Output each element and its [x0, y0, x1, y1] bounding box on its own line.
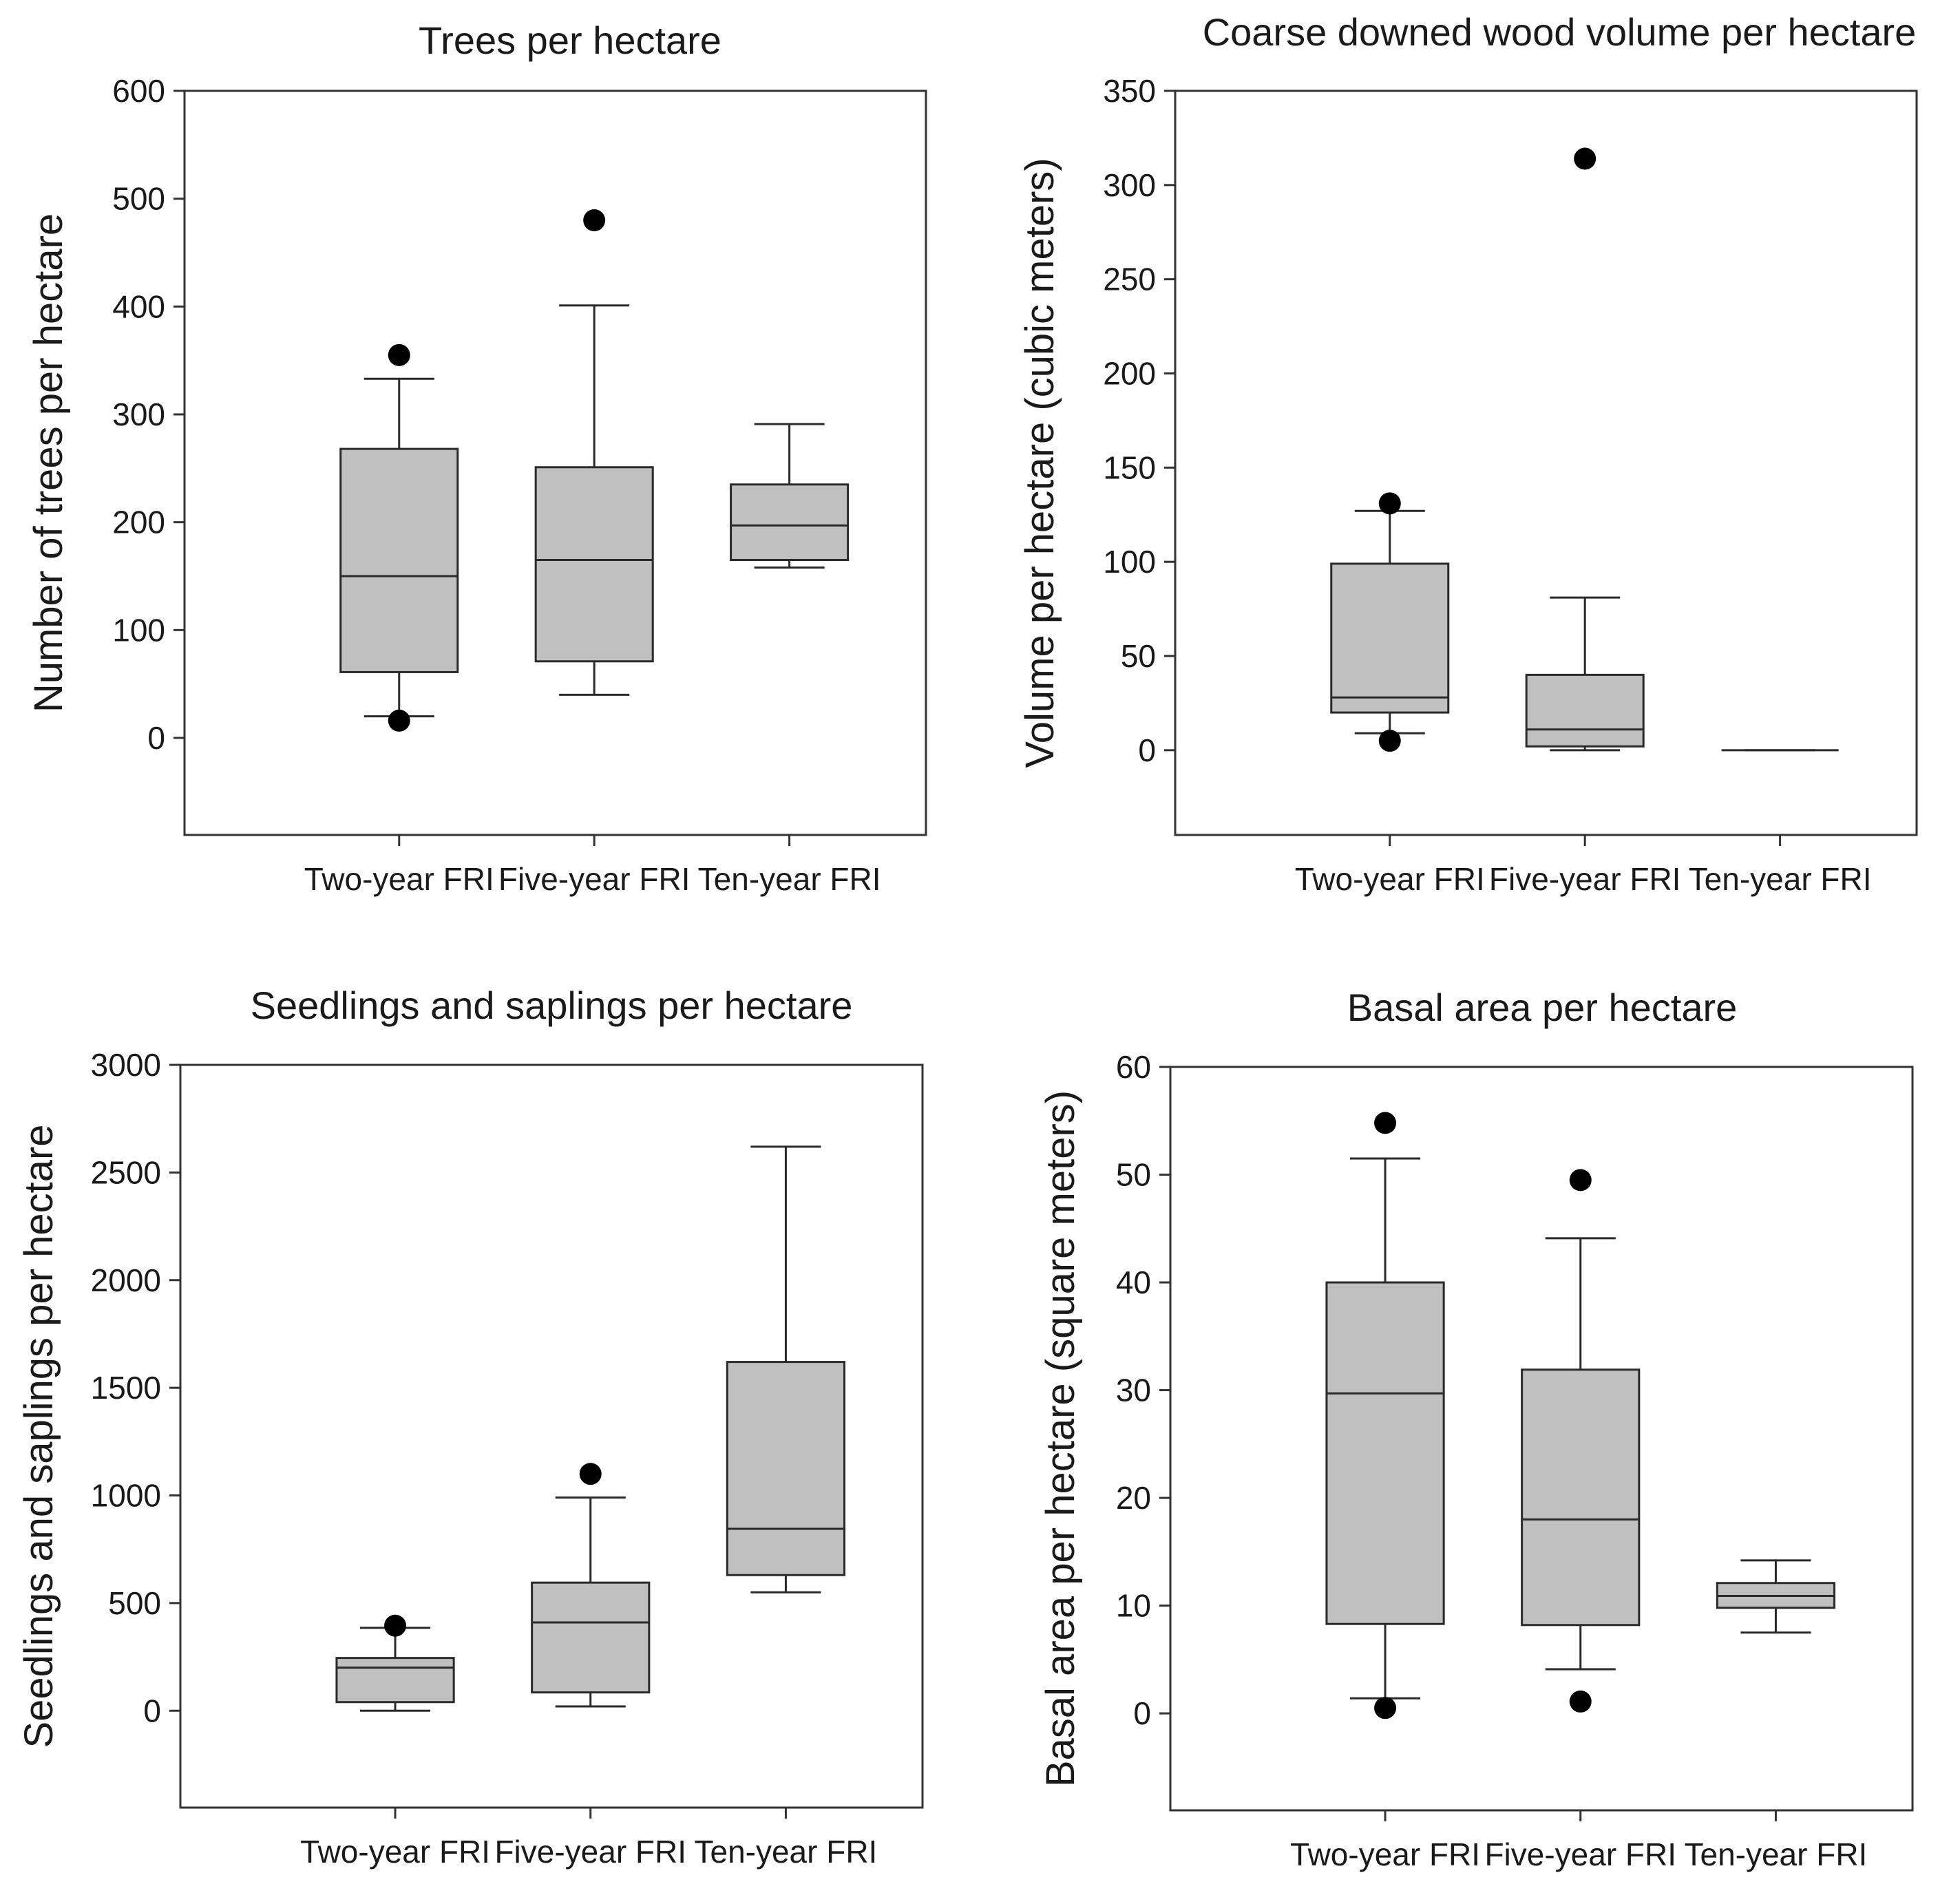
outlier-point [384, 1614, 407, 1637]
y-tick-label: 200 [112, 505, 165, 540]
x-tick-label: Ten-year FRI [694, 1834, 877, 1870]
outlier-point [579, 1463, 602, 1485]
x-tick-label: Five-year FRI [498, 861, 691, 897]
outlier-point [1378, 492, 1401, 515]
x-tick-label: Two-year FRI [304, 861, 494, 897]
x-tick-label: Ten-year FRI [1684, 1836, 1867, 1872]
x-tick-label: Ten-year FRI [1689, 861, 1872, 897]
box-group [339, 343, 459, 732]
iqr-box [1325, 1281, 1445, 1625]
y-tick-label: 200 [1103, 356, 1156, 392]
outlier-point [1374, 1112, 1397, 1134]
y-axis-label: Seedlings and saplings per hectare [17, 1124, 61, 1748]
x-tick-label: Ten-year FRI [698, 861, 881, 897]
y-tick-label: 50 [1121, 638, 1156, 674]
y-tick-label: 250 [1103, 262, 1156, 297]
y-tick-label: 500 [108, 1585, 161, 1621]
box-group [730, 423, 850, 569]
y-tick-label: 30 [1116, 1373, 1151, 1408]
box-group [1330, 492, 1450, 752]
iqr-box [1525, 673, 1645, 748]
chart-panel-2: Coarse downed wood volume per hectare Vol… [1018, 10, 1918, 897]
box-group [726, 1145, 846, 1594]
outlier-point [1574, 147, 1597, 170]
y-tick-label: 2000 [91, 1262, 161, 1298]
y-tick-label: 1500 [91, 1370, 161, 1406]
iqr-box [531, 1581, 651, 1694]
iqr-box [534, 466, 654, 663]
y-tick-label: 300 [1103, 167, 1156, 203]
outlier-point [1569, 1169, 1592, 1192]
x-tick-label: Five-year FRI [1484, 1836, 1676, 1872]
y-tick-label: 50 [1116, 1157, 1151, 1193]
iqr-box [726, 1361, 846, 1576]
outlier-point [1569, 1690, 1592, 1713]
y-tick-label: 350 [1103, 73, 1156, 109]
outlier-point [388, 343, 410, 366]
y-tick-label: 500 [112, 181, 165, 217]
box-group [1325, 1112, 1445, 1719]
y-tick-label: 10 [1116, 1588, 1151, 1624]
chart-panel-3: Seedlings and saplings per hectare Seedli… [17, 984, 924, 1870]
plot-frame [179, 1063, 924, 1809]
y-tick-label: 300 [112, 396, 165, 432]
y-tick-label: 40 [1116, 1264, 1151, 1300]
iqr-box [335, 1657, 455, 1704]
box-group [1525, 147, 1645, 752]
box-group [534, 209, 654, 696]
y-tick-label: 150 [1103, 449, 1156, 485]
y-axis-label: Volume per hectare (cubic meters) [1018, 158, 1062, 767]
y-tick-label: 100 [1103, 544, 1156, 580]
iqr-box [1521, 1368, 1641, 1627]
outlier-point [1378, 730, 1401, 752]
x-tick-label: Two-year FRI [1290, 1836, 1480, 1872]
box-group [1521, 1169, 1641, 1713]
x-tick-label: Five-year FRI [494, 1834, 686, 1870]
y-tick-label: 1000 [91, 1478, 161, 1514]
y-axis-label: Number of trees per hectare [26, 213, 71, 712]
chart-title: Coarse downed wood volume per hectare [1203, 10, 1917, 54]
outlier-point [583, 209, 606, 231]
y-tick-label: 2500 [91, 1154, 161, 1190]
x-tick-label: Five-year FRI [1489, 861, 1681, 897]
chart-title: Trees per hectare [419, 19, 721, 62]
outlier-point [1374, 1697, 1397, 1719]
x-tick-label: Two-year FRI [1295, 861, 1485, 897]
chart-title: Basal area per hectare [1347, 986, 1738, 1029]
y-tick-label: 0 [143, 1693, 161, 1728]
y-tick-label: 0 [1133, 1695, 1151, 1731]
iqr-box [730, 483, 850, 561]
y-tick-label: 3000 [91, 1047, 161, 1083]
plot-frame [183, 89, 927, 836]
y-tick-label: 20 [1116, 1480, 1151, 1516]
plot-frame [1174, 89, 1918, 836]
chart-panel-1: Trees per hectare Number of trees per hec… [26, 19, 927, 897]
box-group [335, 1614, 455, 1712]
box-group [1716, 1559, 1836, 1634]
y-axis-label: Basal area per hectare (square meters) [1038, 1090, 1083, 1787]
y-tick-label: 600 [112, 73, 165, 109]
y-tick-label: 60 [1116, 1049, 1151, 1085]
chart-panel-4: Basal area per hectare Basal area per hec… [1038, 986, 1914, 1872]
plot-frame [1169, 1066, 1914, 1812]
x-tick-label: Two-year FRI [300, 1834, 490, 1870]
y-tick-label: 0 [1138, 732, 1156, 768]
chart-title: Seedlings and saplings per hectare [251, 984, 853, 1027]
outlier-point [388, 709, 410, 732]
y-tick-label: 0 [147, 720, 165, 756]
iqr-box [339, 447, 459, 673]
box-group [531, 1463, 651, 1708]
y-tick-label: 400 [112, 288, 165, 324]
iqr-box [1330, 562, 1450, 714]
y-tick-label: 100 [112, 612, 165, 648]
